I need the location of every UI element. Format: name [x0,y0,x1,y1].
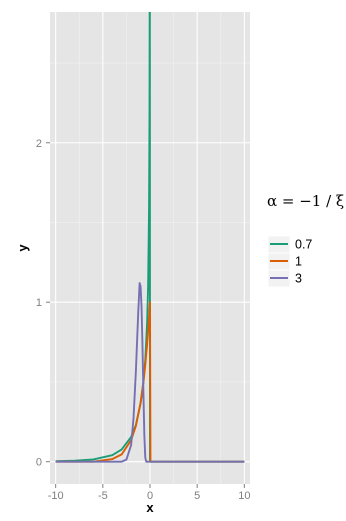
x-tick-label: -10 [48,490,64,502]
legend-title: α = −1 / ξ [267,192,344,210]
x-axis: -10 -5 0 5 10 [48,484,250,502]
legend-label: 3 [295,272,302,286]
y-axis-title: y [15,244,30,252]
legend-label: 0.7 [295,238,312,252]
series-layer [55,12,245,463]
x-tick-label: 10 [238,490,250,502]
y-axis: 0 1 2 [36,138,50,469]
y-tick-label: 1 [36,297,42,309]
x-tick-label: 5 [194,490,200,502]
legend-label: 1 [295,255,302,269]
legend: α = −1 / ξ 0.7 1 3 [267,192,344,288]
y-tick-label: 2 [36,138,42,150]
series-line-3 [55,282,245,463]
x-tick-label: -5 [98,490,108,502]
y-tick-label: 0 [36,457,42,469]
x-tick-label: 0 [147,490,153,502]
x-axis-title: x [146,500,154,515]
